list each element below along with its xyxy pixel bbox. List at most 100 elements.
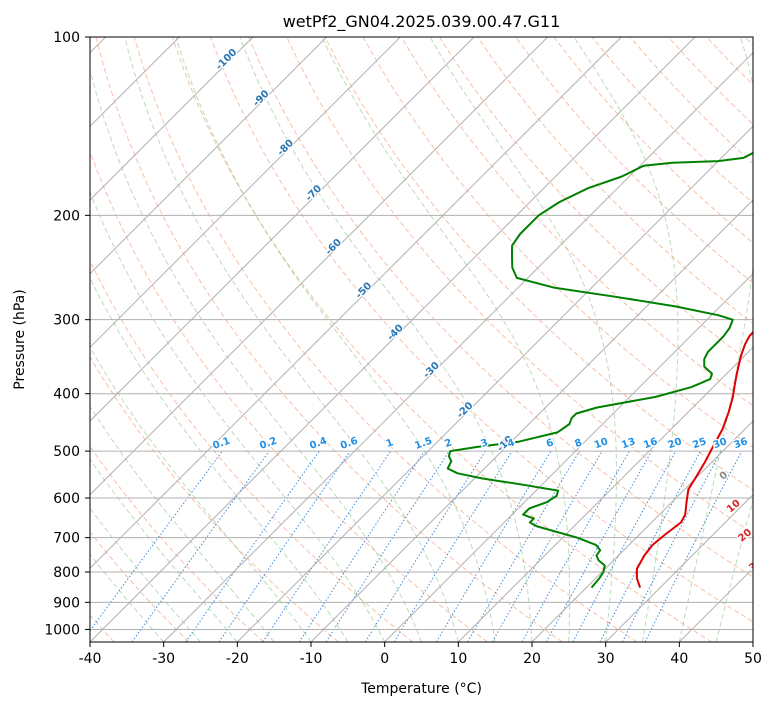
dry-adiabat-line xyxy=(324,37,753,491)
dry-adiabat-line xyxy=(438,37,753,366)
moist-adiabat-line xyxy=(573,37,679,642)
y-tick-label: 100 xyxy=(53,30,80,46)
dry-adiabat-line xyxy=(248,37,753,578)
isotherm-line xyxy=(384,272,753,642)
mixing-ratio-line xyxy=(521,450,630,642)
x-tick-label: 30 xyxy=(597,651,615,667)
moist-adiabats xyxy=(90,37,753,642)
isobars xyxy=(90,37,753,630)
dry-adiabat-line xyxy=(171,37,712,642)
mixing-ratio-line xyxy=(545,450,653,642)
isotherm-line xyxy=(90,37,549,496)
dry-adiabat-line xyxy=(90,356,339,642)
moist-adiabat-label: 30 xyxy=(747,557,765,574)
x-tick-label: 40 xyxy=(670,651,688,667)
moist-adiabat-line xyxy=(124,37,459,642)
isotherm-line xyxy=(90,37,254,201)
plot-area: -100-90-80-70-60-50-40-30-20-100.1 0.2 0.4… xyxy=(90,37,775,642)
mixing-ratio-label: 30 xyxy=(712,436,729,451)
mixing-ratio-line xyxy=(262,450,392,642)
isotherm-label: -90 xyxy=(251,88,272,109)
mixing-ratio-label: 2 xyxy=(443,437,453,450)
y-axis-label: Pressure (hPa) xyxy=(12,289,28,389)
moist-adiabat-line xyxy=(321,37,571,642)
mixing-ratio-line xyxy=(435,450,552,642)
x-tick-label: 0 xyxy=(380,651,389,667)
dry-adiabat-line xyxy=(210,37,753,623)
y-tick-label: 600 xyxy=(53,491,80,507)
mixing-ratio-label: 1.5 xyxy=(413,436,433,452)
mixing-ratio-line xyxy=(364,450,486,642)
moist-adiabat-line xyxy=(90,405,275,642)
x-tick-label: 50 xyxy=(744,651,762,667)
isotherm-label: -70 xyxy=(304,183,325,204)
isotherm-line xyxy=(90,37,622,570)
mixing-ratio-line xyxy=(393,450,513,642)
isotherm-line xyxy=(90,37,401,349)
y-tick-label: 400 xyxy=(53,387,80,403)
dry-adiabats xyxy=(90,37,753,642)
moist-adiabat-line xyxy=(90,507,201,642)
isotherm-label: -50 xyxy=(354,280,375,301)
isotherm-line xyxy=(457,346,753,642)
isotherm-line xyxy=(310,199,753,642)
x-tick-label: -30 xyxy=(152,651,175,667)
mixing-ratio-label: 0.4 xyxy=(308,436,328,452)
isotherm-label: -30 xyxy=(421,360,442,381)
sounding-series xyxy=(446,151,753,589)
dry-adiabat-line xyxy=(90,445,264,642)
isotherm-line xyxy=(531,420,753,642)
moist-adiabat-label: 20 xyxy=(736,527,754,544)
x-tick-label: 10 xyxy=(449,651,467,667)
isotherm-label: -20 xyxy=(455,400,476,421)
isotherm-line xyxy=(678,567,753,642)
isotherm-label: -40 xyxy=(385,323,406,344)
dry-adiabat-line xyxy=(400,37,753,407)
x-tick-label: -20 xyxy=(226,651,249,667)
mixing-ratio-label: 16 xyxy=(642,436,659,451)
plot-labels: -100-90-80-70-60-50-40-30-20-100.1 0.2 0.4… xyxy=(210,46,775,603)
mixing-ratio-line xyxy=(621,450,722,642)
dry-adiabat-line xyxy=(90,531,190,642)
mixing-ratio-line xyxy=(298,450,425,642)
x-tick-label: -40 xyxy=(79,651,102,667)
moist-adiabat-line xyxy=(678,37,753,642)
moist-adiabat-line xyxy=(90,277,349,642)
mixing-ratio-label: 13 xyxy=(620,436,637,451)
dry-adiabat-line xyxy=(706,37,753,86)
moist-adiabat-line xyxy=(90,346,312,642)
isotherm-line xyxy=(90,37,475,422)
dry-adiabat-line xyxy=(95,37,563,642)
y-axis: 100 200 300 400 500 600 700 800 900 1000 xyxy=(44,30,90,638)
moist-adiabat-line xyxy=(239,37,533,642)
chart-title: wetPf2_GN04.2025.039.00.47.G11 xyxy=(283,12,561,32)
isotherm-line xyxy=(90,37,696,642)
mixing-ratio-label: 10 xyxy=(593,436,610,451)
mixing-ratio-line xyxy=(185,450,320,642)
mixing-ratio-label: 0.2 xyxy=(258,436,278,452)
y-tick-label: 700 xyxy=(53,531,80,547)
dry-adiabat-line xyxy=(90,150,488,642)
moist-adiabat-label: 0 xyxy=(718,470,730,483)
isotherm-label: -60 xyxy=(324,237,345,258)
mixing-ratio-line xyxy=(90,450,223,632)
mixing-ratio-line xyxy=(325,450,450,642)
y-tick-label: 900 xyxy=(53,595,80,611)
isotherm-line xyxy=(752,641,753,642)
moist-adiabat-line xyxy=(90,67,422,642)
plot-frame xyxy=(89,36,754,643)
isotherm-line xyxy=(605,493,753,642)
isotherm-label: -100 xyxy=(214,47,240,73)
mixing-ratio-line xyxy=(644,450,743,642)
dry-adiabat-line xyxy=(744,37,753,47)
dry-adiabat-line xyxy=(90,259,414,642)
moist-adiabat-line xyxy=(175,37,496,642)
skewed-isotherms xyxy=(90,37,753,642)
x-tick-label: -10 xyxy=(300,651,323,667)
dry-adiabat-line xyxy=(515,37,753,284)
mixing-ratio-label: 25 xyxy=(691,436,708,451)
isotherm-line xyxy=(163,51,753,642)
moist-adiabat-label: 40 xyxy=(762,586,775,603)
mixing-ratio-line xyxy=(572,450,677,642)
